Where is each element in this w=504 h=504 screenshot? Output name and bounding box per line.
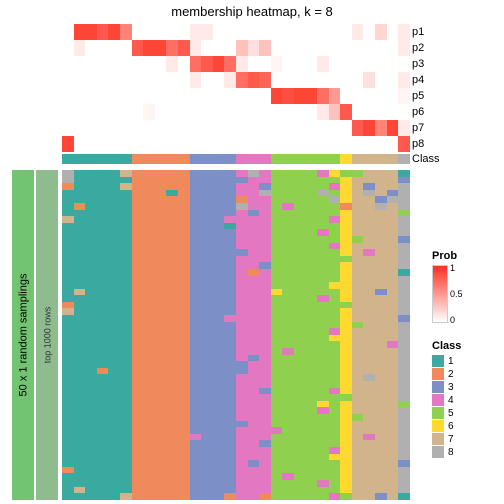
class-bar-label: Class bbox=[412, 153, 440, 165]
side-label-inner: top 1000 rows bbox=[36, 170, 58, 500]
class-bar bbox=[62, 154, 410, 164]
legend-class: Class 12345678 bbox=[432, 340, 500, 459]
prob-row-labels: p1p2p3p4p5p6p7p8 bbox=[412, 24, 424, 152]
prob-heatmap bbox=[62, 24, 410, 152]
main-heatmap bbox=[62, 170, 410, 500]
chart-title: membership heatmap, k = 8 bbox=[0, 4, 504, 19]
side-label-outer: 50 x 1 random samplings bbox=[12, 170, 34, 500]
legend-prob: Prob 10.50 bbox=[432, 250, 500, 323]
